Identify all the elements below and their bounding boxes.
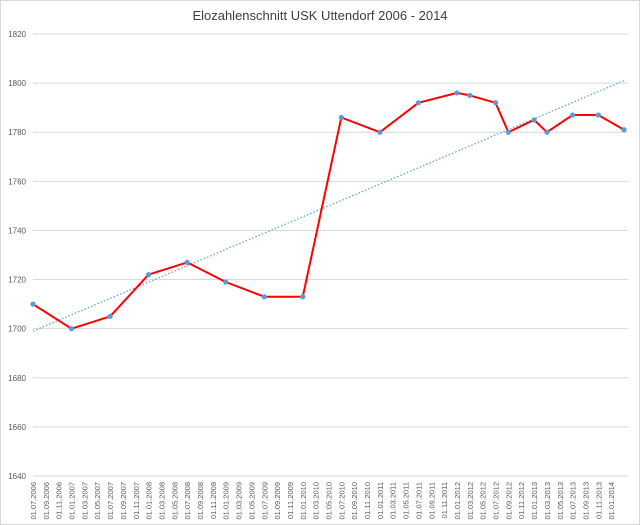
x-tick-label: 01.07.2007 <box>106 482 115 520</box>
x-tick-label: 01.09.2009 <box>273 482 282 520</box>
data-point <box>338 114 344 121</box>
x-tick-label: 01.05.2010 <box>325 482 334 520</box>
x-tick-label: 01.01.2014 <box>607 482 616 520</box>
x-tick-label: 01.01.2007 <box>68 482 77 520</box>
x-tick-label: 01.03.2011 <box>389 482 398 519</box>
data-point <box>261 294 267 300</box>
x-tick-label: 01.01.2012 <box>453 482 462 520</box>
x-tick-label: 01.07.2008 <box>183 482 192 520</box>
x-tick-label: 01.05.2012 <box>479 482 488 520</box>
x-tick-label: 01.09.2007 <box>119 482 128 520</box>
gridlines <box>33 33 628 477</box>
data-point <box>184 259 190 265</box>
x-tick-label: 01.05.2011 <box>402 482 411 519</box>
x-tick-label: 01.11.2011 <box>440 482 449 518</box>
x-tick-label: 01.09.2006 <box>42 482 51 520</box>
series-polyline <box>32 91 625 330</box>
y-axis-ticks: 1640 1660 1680 1700 1720 1740 1760 1780 1800 1820 <box>8 30 26 481</box>
chart-title: Elozahlenschnitt USK Uttendorf 2006 - 20… <box>192 8 447 23</box>
data-point <box>415 100 422 106</box>
data-point <box>505 129 511 135</box>
x-tick-label: 01.09.2013 <box>581 482 590 520</box>
x-tick-label: 01.01.2013 <box>530 482 539 520</box>
x-tick-label: 01.05.2009 <box>247 482 256 520</box>
data-point <box>454 90 460 96</box>
x-tick-label: 01.09.2008 <box>196 482 205 520</box>
x-tick-label: 01.11.2013 <box>594 482 603 519</box>
data-point <box>146 272 152 278</box>
x-tick-label: 01.05.2008 <box>170 482 179 520</box>
data-point <box>68 326 75 332</box>
x-axis-ticks: 01.07.2006 01.09.2006 01.11.2006 01.01.2007… <box>29 482 616 520</box>
x-tick-label: 01.11.2012 <box>517 482 526 519</box>
x-tick-label: 01.07.2013 <box>569 482 578 520</box>
x-tick-label: 01.01.2011 <box>376 482 385 519</box>
x-tick-label: 01.11.2006 <box>55 482 64 519</box>
y-tick-label: 1760 <box>8 177 26 186</box>
x-tick-label: 01.09.2011 <box>427 482 436 519</box>
x-tick-label: 01.03.2012 <box>466 482 475 520</box>
x-tick-label: 01.07.2006 <box>29 482 38 520</box>
x-tick-label: 01.03.2008 <box>157 482 166 520</box>
data-point <box>223 279 229 285</box>
x-tick-label: 01.11.2008 <box>209 482 218 519</box>
x-tick-label: 01.11.2010 <box>363 482 372 519</box>
x-tick-label: 01.11.2009 <box>286 482 295 519</box>
x-tick-label: 01.07.2009 <box>260 482 269 520</box>
y-tick-label: 1640 <box>8 472 26 481</box>
data-point <box>30 301 36 307</box>
data-point <box>544 129 550 135</box>
y-tick-label: 1720 <box>8 276 26 285</box>
x-tick-label: 01.01.2008 <box>145 482 154 520</box>
y-tick-label: 1680 <box>8 374 26 383</box>
x-tick-label: 01.07.2010 <box>337 482 346 520</box>
x-tick-label: 01.05.2013 <box>556 482 565 520</box>
data-point <box>621 127 627 133</box>
x-tick-label: 01.03.2009 <box>235 482 244 520</box>
x-tick-label: 01.05.2007 <box>93 482 102 520</box>
y-tick-label: 1820 <box>8 30 26 39</box>
x-tick-label: 01.07.2011 <box>414 482 423 519</box>
y-tick-label: 1800 <box>8 79 26 88</box>
series-markers <box>30 90 627 332</box>
data-point <box>107 313 113 319</box>
y-tick-label: 1660 <box>8 423 26 432</box>
data-point <box>531 117 537 123</box>
x-tick-label: 01.11.2007 <box>132 482 141 519</box>
data-point <box>300 294 306 300</box>
x-tick-label: 01.03.2010 <box>312 482 321 520</box>
data-point <box>595 112 601 118</box>
x-tick-label: 01.09.2012 <box>504 482 513 520</box>
y-tick-label: 1740 <box>8 226 26 235</box>
x-tick-label: 01.09.2010 <box>350 482 359 520</box>
data-point <box>570 112 576 118</box>
data-point <box>377 129 383 135</box>
x-tick-label: 01.01.2010 <box>299 482 308 520</box>
series-line <box>32 91 625 330</box>
x-tick-label: 01.03.2013 <box>543 482 552 520</box>
data-point <box>467 92 473 98</box>
data-point <box>492 100 499 106</box>
y-tick-label: 1700 <box>8 325 26 334</box>
y-tick-label: 1780 <box>8 128 26 137</box>
x-tick-label: 01.03.2007 <box>80 482 89 520</box>
x-tick-label: 01.01.2009 <box>222 482 231 520</box>
x-tick-label: 01.07.2012 <box>492 482 501 520</box>
